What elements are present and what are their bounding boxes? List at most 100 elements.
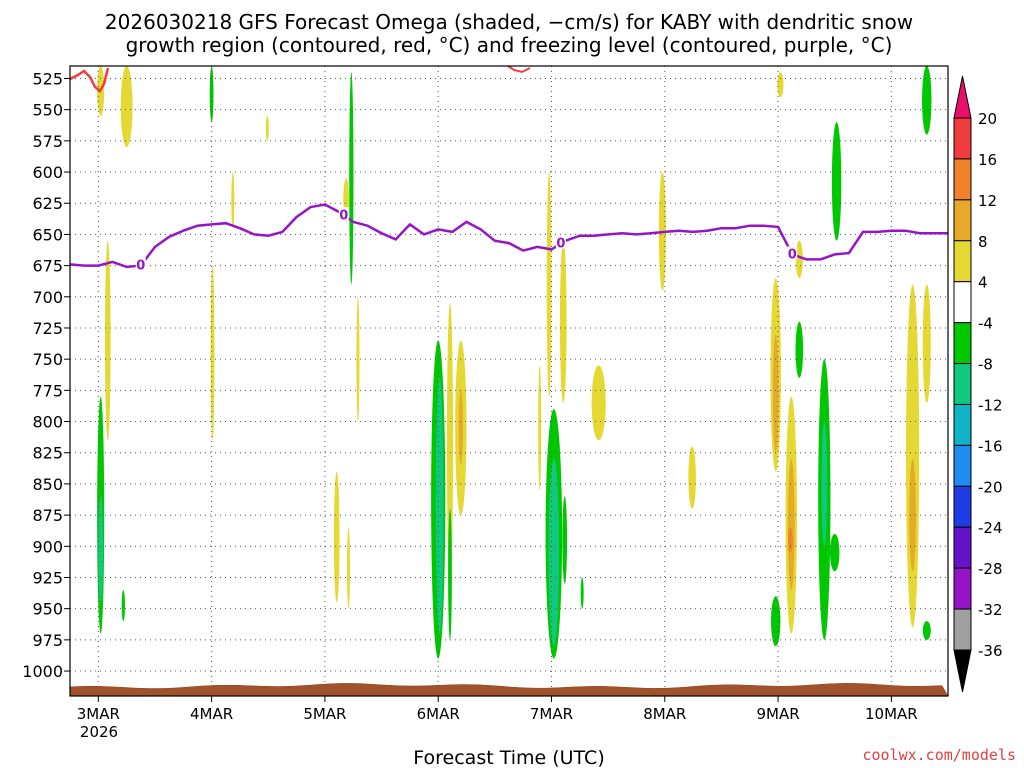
freezing-label-2: 0 (556, 237, 565, 252)
plot-frame (69, 65, 949, 697)
omega-region-17 (446, 303, 454, 584)
colorbar-swatch-8 (953, 444, 972, 487)
y-tick-label-525: 525 (32, 69, 63, 88)
chart-title-line-2: growth region (contoured, red, °C) and f… (126, 33, 893, 57)
x-tick-label-5MAR: 5MAR (303, 705, 346, 723)
y-tick-label-700: 700 (32, 288, 63, 307)
x-tick-label-6MAR: 6MAR (417, 705, 460, 723)
omega-region-19 (458, 390, 463, 466)
omega-region-27 (580, 577, 584, 609)
omega-region-14 (347, 527, 351, 609)
omega-region-4 (98, 496, 104, 603)
colorbar-swatch-3 (953, 240, 972, 283)
omega-region-39 (770, 596, 781, 647)
freezing-label-1: 0 (339, 208, 348, 223)
omega-region-44 (922, 66, 932, 135)
colorbar-legend: 20 16 12 8 4 -4 -8 -12 -16 -20 -24 -28 -32 -36 (953, 75, 1003, 693)
credit-text: coolwx.com/models (862, 746, 1016, 764)
colorbar-swatch-9 (953, 485, 972, 528)
omega-region-16 (435, 377, 444, 634)
freezing-label-0: 0 (136, 259, 145, 274)
y-tick-label-925: 925 (32, 568, 63, 587)
y-tick-label-900: 900 (32, 537, 63, 556)
omega-region-30 (688, 446, 696, 509)
omega-region-43 (831, 122, 842, 241)
omega-region-23 (546, 172, 552, 397)
y-tick-label-775: 775 (32, 381, 63, 400)
omega-region-6 (209, 66, 214, 123)
y-axis: 525 550 575 600 625 650 675 700 725 750 775 800 825 8… (22, 69, 70, 681)
y-tick-label-575: 575 (32, 132, 63, 151)
freezing-label-bg-2 (555, 235, 566, 249)
colorbar-label--36: -36 (978, 642, 1003, 660)
omega-region-5 (121, 589, 125, 622)
colorbar-top-arrow (953, 75, 972, 119)
x-tick-label-10MAR: 10MAR (865, 705, 918, 723)
colorbar-swatch-11 (953, 567, 972, 610)
omega-region-46 (909, 458, 916, 572)
omega-region-28 (591, 365, 606, 441)
omega-region-12 (356, 296, 360, 422)
omega-region-24 (559, 240, 567, 403)
y-tick-label-800: 800 (32, 413, 63, 432)
colorbar-label--20: -20 (978, 478, 1003, 496)
omega-region-25 (538, 365, 542, 491)
colorbar-label--24: -24 (978, 519, 1003, 537)
omega-region-37 (787, 458, 795, 590)
y-tick-label-550: 550 (32, 101, 63, 120)
y-tick-label-600: 600 (32, 163, 63, 182)
omega-region-13 (333, 471, 340, 603)
dgz-contour-middle (507, 65, 531, 74)
omega-region-48 (922, 621, 931, 640)
omega-region-8 (265, 115, 269, 141)
plot-background (70, 66, 948, 696)
colorbar-label-8: 8 (978, 233, 988, 251)
omega-region-1 (120, 66, 133, 148)
omega-region-42 (829, 533, 840, 572)
colorbar-label--12: -12 (978, 396, 1003, 414)
omega-region-22 (548, 458, 560, 647)
x-tick-label-8MAR: 8MAR (643, 705, 686, 723)
colorbar-swatch-0 (953, 117, 972, 160)
y-tick-label-1000: 1000 (22, 662, 63, 681)
colorbar-swatch-5 (953, 322, 972, 365)
colorbar-swatch-6 (953, 363, 972, 405)
colorbar-swatch-1 (953, 158, 972, 201)
x-tick-label-3MAR: 3MAR (77, 705, 120, 723)
colorbar-label--28: -28 (978, 560, 1003, 578)
y-tick-label-750: 750 (32, 350, 63, 369)
colorbar-bottom-arrow (953, 649, 972, 693)
omega-region-2 (104, 240, 111, 441)
freezing-label-bg-3 (787, 246, 798, 260)
terrain-ground (69, 683, 949, 697)
omega-region-26 (562, 496, 568, 584)
chart-title-line-1: 2026030218 GFS Forecast Omega (shaded, −… (105, 10, 913, 34)
omega-region-38 (787, 527, 793, 553)
omega-region-9 (231, 172, 235, 229)
colorbar-label--16: -16 (978, 437, 1003, 455)
freezing-label-bg-0 (135, 257, 146, 271)
omega-region-31 (777, 72, 784, 98)
omega-region-35 (772, 334, 779, 453)
y-tick-label-850: 850 (32, 475, 63, 494)
freezing-level-line (69, 203, 948, 269)
omega-region-41 (821, 421, 828, 547)
gridlines (70, 66, 948, 696)
colorbar-label-16: 16 (978, 151, 997, 169)
y-tick-label-975: 975 (32, 631, 63, 650)
x-axis-title: Forecast Time (UTC) (413, 747, 604, 768)
omega-region-33 (795, 321, 804, 378)
y-tick-label-625: 625 (32, 194, 63, 213)
y-tick-label-675: 675 (32, 257, 63, 276)
colorbar-swatch-7 (953, 403, 972, 446)
colorbar-label--4: -4 (978, 315, 993, 333)
colorbar-label--8: -8 (978, 356, 993, 374)
colorbar-swatch-4 (953, 281, 972, 324)
x-tick-label-4MAR: 4MAR (190, 705, 233, 723)
omega-region-32 (795, 240, 803, 279)
y-tick-label-875: 875 (32, 506, 63, 525)
freezing-level-labels: 0 0 0 0 (135, 207, 798, 274)
y-tick-label-650: 650 (32, 225, 63, 244)
x-tick-label-9MAR: 9MAR (756, 705, 799, 723)
